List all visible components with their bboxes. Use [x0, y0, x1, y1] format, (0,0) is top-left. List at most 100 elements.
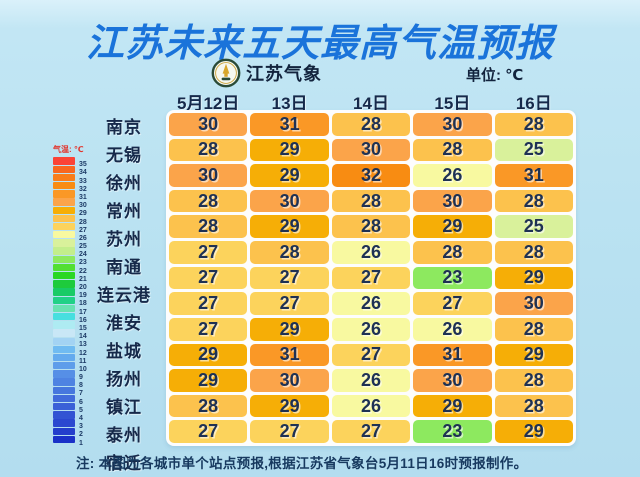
temp-cell: 27 — [169, 266, 248, 290]
legend-tick-label: 21 — [79, 275, 87, 283]
legend-tick-label: 18 — [79, 300, 87, 308]
legend-color-swatch — [53, 345, 75, 354]
temp-cell: 30 — [331, 138, 411, 162]
legend-color-swatch — [53, 157, 75, 165]
legend-tick-label: 22 — [79, 267, 87, 275]
legend-tick-label: 15 — [79, 324, 87, 332]
date-header: 16日 — [515, 94, 552, 113]
legend-tick-label: 30 — [79, 202, 87, 210]
temp-cell: 27 — [169, 241, 248, 264]
temp-cell: 27 — [331, 266, 411, 290]
temp-cell: 27 — [250, 420, 329, 443]
legend-color-swatch — [53, 190, 75, 198]
city-label: 泰州 — [106, 426, 142, 445]
legend-tick-label: 29 — [79, 210, 87, 218]
legend-step: 24 — [53, 247, 87, 258]
page-title: 江苏未来五天最高气温预报 — [85, 23, 554, 65]
temp-cell: 28 — [494, 113, 573, 136]
legend-step: 8 — [53, 378, 83, 389]
temp-cell: 28 — [494, 189, 573, 213]
legend-color-swatch — [53, 362, 75, 370]
temp-cell: 28 — [169, 138, 248, 162]
temp-cell: 26 — [331, 317, 411, 341]
legend-tick-label: 10 — [79, 365, 87, 373]
city-label-column: 南京 无锡 徐州 常州 苏州 南通 连云港 淮安 盐城 扬州 镇江 泰州 宿迁 — [86, 110, 162, 473]
city-label: 淮安 — [106, 314, 142, 333]
legend-step: 9 — [53, 370, 83, 381]
legend-color-swatch — [53, 337, 75, 345]
temp-cell: 27 — [331, 343, 411, 367]
legend-color-swatch — [53, 370, 75, 378]
legend-label: 气温: ℃ — [53, 145, 84, 154]
legend-tick-label: 14 — [79, 333, 87, 341]
legend-color-swatch — [53, 198, 75, 206]
legend-color-swatch — [53, 206, 75, 214]
legend-color-swatch — [53, 231, 75, 239]
temp-cell: 31 — [250, 343, 329, 367]
legend-color-swatch — [53, 394, 75, 403]
legend-step: 13 — [53, 337, 87, 348]
temp-cell: 29 — [494, 343, 573, 367]
legend-color-swatch — [53, 411, 75, 419]
legend-tick-label: 25 — [79, 243, 87, 251]
legend-tick-label: 27 — [79, 226, 87, 234]
date-header: 14日 — [353, 94, 389, 113]
temp-cell: 26 — [413, 317, 492, 341]
date-header: 13日 — [271, 94, 308, 113]
legend-color-swatch — [53, 288, 75, 296]
legend-tick-label: 3 — [79, 423, 83, 431]
legend-step: 27 — [53, 222, 87, 234]
legend-step: 32 — [53, 181, 87, 193]
temperature-table: 30 31 28 30 28 28 29 30 28 25 30 29 32 26 31 28 30 28 30 28… — [166, 110, 576, 446]
legend-step: 28 — [53, 214, 87, 226]
temp-cell: 28 — [494, 317, 573, 341]
legend-step: 1 — [53, 435, 83, 447]
temp-cell: 25 — [494, 215, 573, 239]
city-label: 苏州 — [106, 230, 142, 249]
legend-tick-label: 11 — [79, 357, 87, 365]
legend-tick-label: 34 — [79, 169, 87, 177]
temp-cell: 29 — [169, 369, 248, 392]
temp-cell: 28 — [250, 241, 329, 264]
legend-color-swatch — [53, 173, 75, 182]
temp-cell: 28 — [331, 113, 411, 136]
temp-cell: 30 — [413, 189, 492, 213]
temp-cell: 27 — [169, 292, 248, 315]
legend-step: 19 — [53, 288, 87, 299]
legend-step: 26 — [53, 231, 87, 242]
legend-step: 25 — [53, 239, 87, 250]
temp-cell: 29 — [250, 215, 329, 239]
date-header: 5月12日 — [177, 94, 240, 113]
temp-cell: 25 — [494, 138, 573, 162]
temp-cell: 28 — [169, 215, 248, 239]
footnote: 注: 本图为各城市单个站点预报,根据江苏省气象台5月11日16时预报制作。 — [76, 456, 528, 471]
temp-cell: 28 — [331, 189, 411, 213]
legend-tick-label: 2 — [79, 431, 83, 439]
legend-tick-label: 31 — [79, 193, 87, 201]
temp-cell: 28 — [494, 241, 573, 264]
legend-color-swatch — [53, 353, 75, 362]
legend-step: 6 — [53, 394, 83, 406]
legend-color-swatch — [53, 386, 75, 395]
temp-cell: 30 — [250, 189, 329, 213]
temp-cell: 28 — [413, 241, 492, 264]
legend-tick-label: 35 — [79, 161, 87, 169]
temp-cell: 26 — [331, 369, 411, 392]
temp-cell: 30 — [494, 292, 573, 315]
temp-cell: 28 — [331, 215, 411, 239]
legend-tick-label: 32 — [79, 185, 87, 193]
temp-cell: 31 — [413, 343, 492, 367]
legend-step: 23 — [53, 255, 87, 266]
legend-step: 7 — [53, 386, 83, 397]
city-label: 连云港 — [97, 286, 151, 305]
temp-cell: 29 — [250, 394, 329, 418]
city-label: 南京 — [106, 118, 142, 137]
legend-step: 12 — [53, 345, 87, 357]
city-label: 徐州 — [106, 174, 142, 193]
legend-color-swatch — [53, 312, 75, 321]
legend-step: 20 — [53, 280, 87, 291]
temp-cell: 26 — [331, 241, 411, 264]
legend-color-swatch — [53, 165, 75, 173]
legend-step: 35 — [53, 157, 87, 168]
